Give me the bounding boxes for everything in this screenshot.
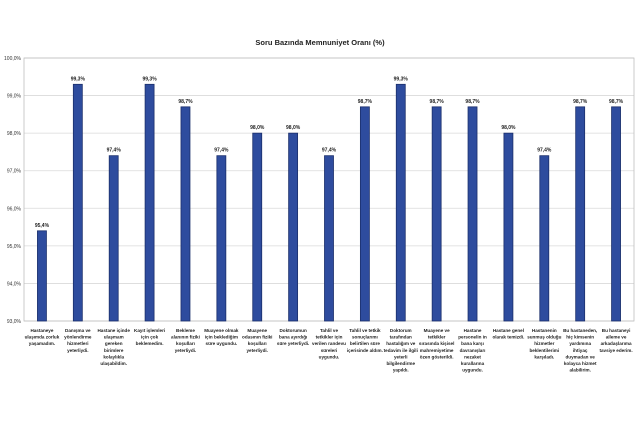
bar bbox=[575, 106, 586, 322]
data-label: 98,0% bbox=[501, 125, 516, 131]
y-tick-label: 97,0% bbox=[7, 169, 22, 175]
data-label: 97,4% bbox=[537, 148, 552, 154]
bar bbox=[72, 83, 83, 322]
data-label: 98,7% bbox=[609, 99, 624, 105]
bar bbox=[252, 132, 263, 322]
x-tick-label: Doktorumun bana ayırdığı süre yeterliydi. bbox=[277, 328, 309, 346]
x-tick-label: Bekleme alanının fiziki koşulları yeterliyd… bbox=[171, 328, 200, 353]
data-label: 98,7% bbox=[573, 99, 588, 105]
x-tick-label: Hastane içinde ulaşmam gereken birimlere kol… bbox=[97, 328, 130, 366]
x-tick-label: Muayene odasının fiziki koşulları yeterliyd… bbox=[242, 328, 272, 353]
x-tick-label: Hastaneye ulaşımda zorluk yaşamadım. bbox=[25, 328, 60, 346]
data-label: 98,0% bbox=[286, 125, 301, 131]
bar bbox=[611, 106, 621, 322]
data-label: 98,7% bbox=[358, 99, 373, 105]
x-tick-label: Hastanenin sunmuş olduğu hizmetler beklenti… bbox=[527, 328, 561, 359]
x-tick-label: Muayene ve tetkikler sırasında kişisel mahr… bbox=[419, 328, 455, 359]
bar bbox=[288, 132, 299, 322]
data-label: 98,0% bbox=[250, 125, 265, 131]
bar bbox=[144, 83, 155, 322]
x-tick-label: Tahlil ve tetkikler için verilen randevu sü… bbox=[312, 328, 346, 359]
data-label: 97,4% bbox=[214, 148, 229, 154]
data-label: 99,3% bbox=[71, 76, 86, 82]
x-tick-label: Danışma ve yönlendirme hizmetleri yeterliyd… bbox=[64, 328, 92, 353]
data-label: 97,4% bbox=[107, 148, 122, 154]
bar bbox=[467, 106, 478, 322]
data-label: 99,3% bbox=[394, 76, 409, 82]
data-label: 95,4% bbox=[35, 223, 50, 229]
data-label: 97,4% bbox=[322, 148, 337, 154]
bar bbox=[37, 230, 47, 322]
bar bbox=[180, 106, 191, 322]
x-tick-label: Doktorum tarafından hastalığım ve tedavim i… bbox=[384, 328, 418, 373]
bar bbox=[216, 155, 227, 322]
bar bbox=[539, 155, 550, 322]
bar bbox=[108, 155, 119, 322]
x-tick-label: Muayene olmak için beklediğim süre uygundu… bbox=[204, 328, 239, 346]
y-tick-label: 96,0% bbox=[7, 206, 22, 212]
x-tick-label: Kayıt işlemleri için çok beklemedim. bbox=[134, 328, 165, 346]
bar bbox=[359, 106, 370, 322]
y-tick-label: 100,0% bbox=[4, 56, 22, 62]
y-tick-label: 94,0% bbox=[7, 281, 22, 287]
y-tick-label: 99,0% bbox=[7, 94, 22, 100]
x-tick-label: Bu hastaneyi aileme ve arkadaşlarıma tavsiy… bbox=[599, 328, 632, 353]
chart-title: Soru Bazında Memnuniyet Oranı (%) bbox=[255, 38, 385, 47]
x-tick-label: Tahlil ve tetkik sonuçlarımı belirtilen sü… bbox=[347, 328, 383, 353]
y-tick-label: 95,0% bbox=[7, 244, 22, 250]
data-label: 99,3% bbox=[142, 76, 157, 82]
data-label: 98,7% bbox=[430, 99, 445, 105]
bar bbox=[431, 106, 442, 322]
bar bbox=[503, 132, 514, 322]
x-tick-label: Hastane personelin in bana karşı davranışla… bbox=[458, 328, 487, 373]
y-tick-label: 98,0% bbox=[7, 131, 22, 137]
x-tick-label: Bu hastaneden, hiç kimsenin yardımına ihtiy… bbox=[563, 328, 597, 373]
data-label: 98,7% bbox=[465, 99, 480, 105]
y-tick-label: 93,0% bbox=[7, 319, 22, 325]
x-tick-label: Hastane genel olarak temizdi. bbox=[492, 328, 524, 340]
bar bbox=[324, 155, 334, 322]
bar bbox=[395, 83, 406, 322]
data-label: 98,7% bbox=[178, 99, 193, 105]
